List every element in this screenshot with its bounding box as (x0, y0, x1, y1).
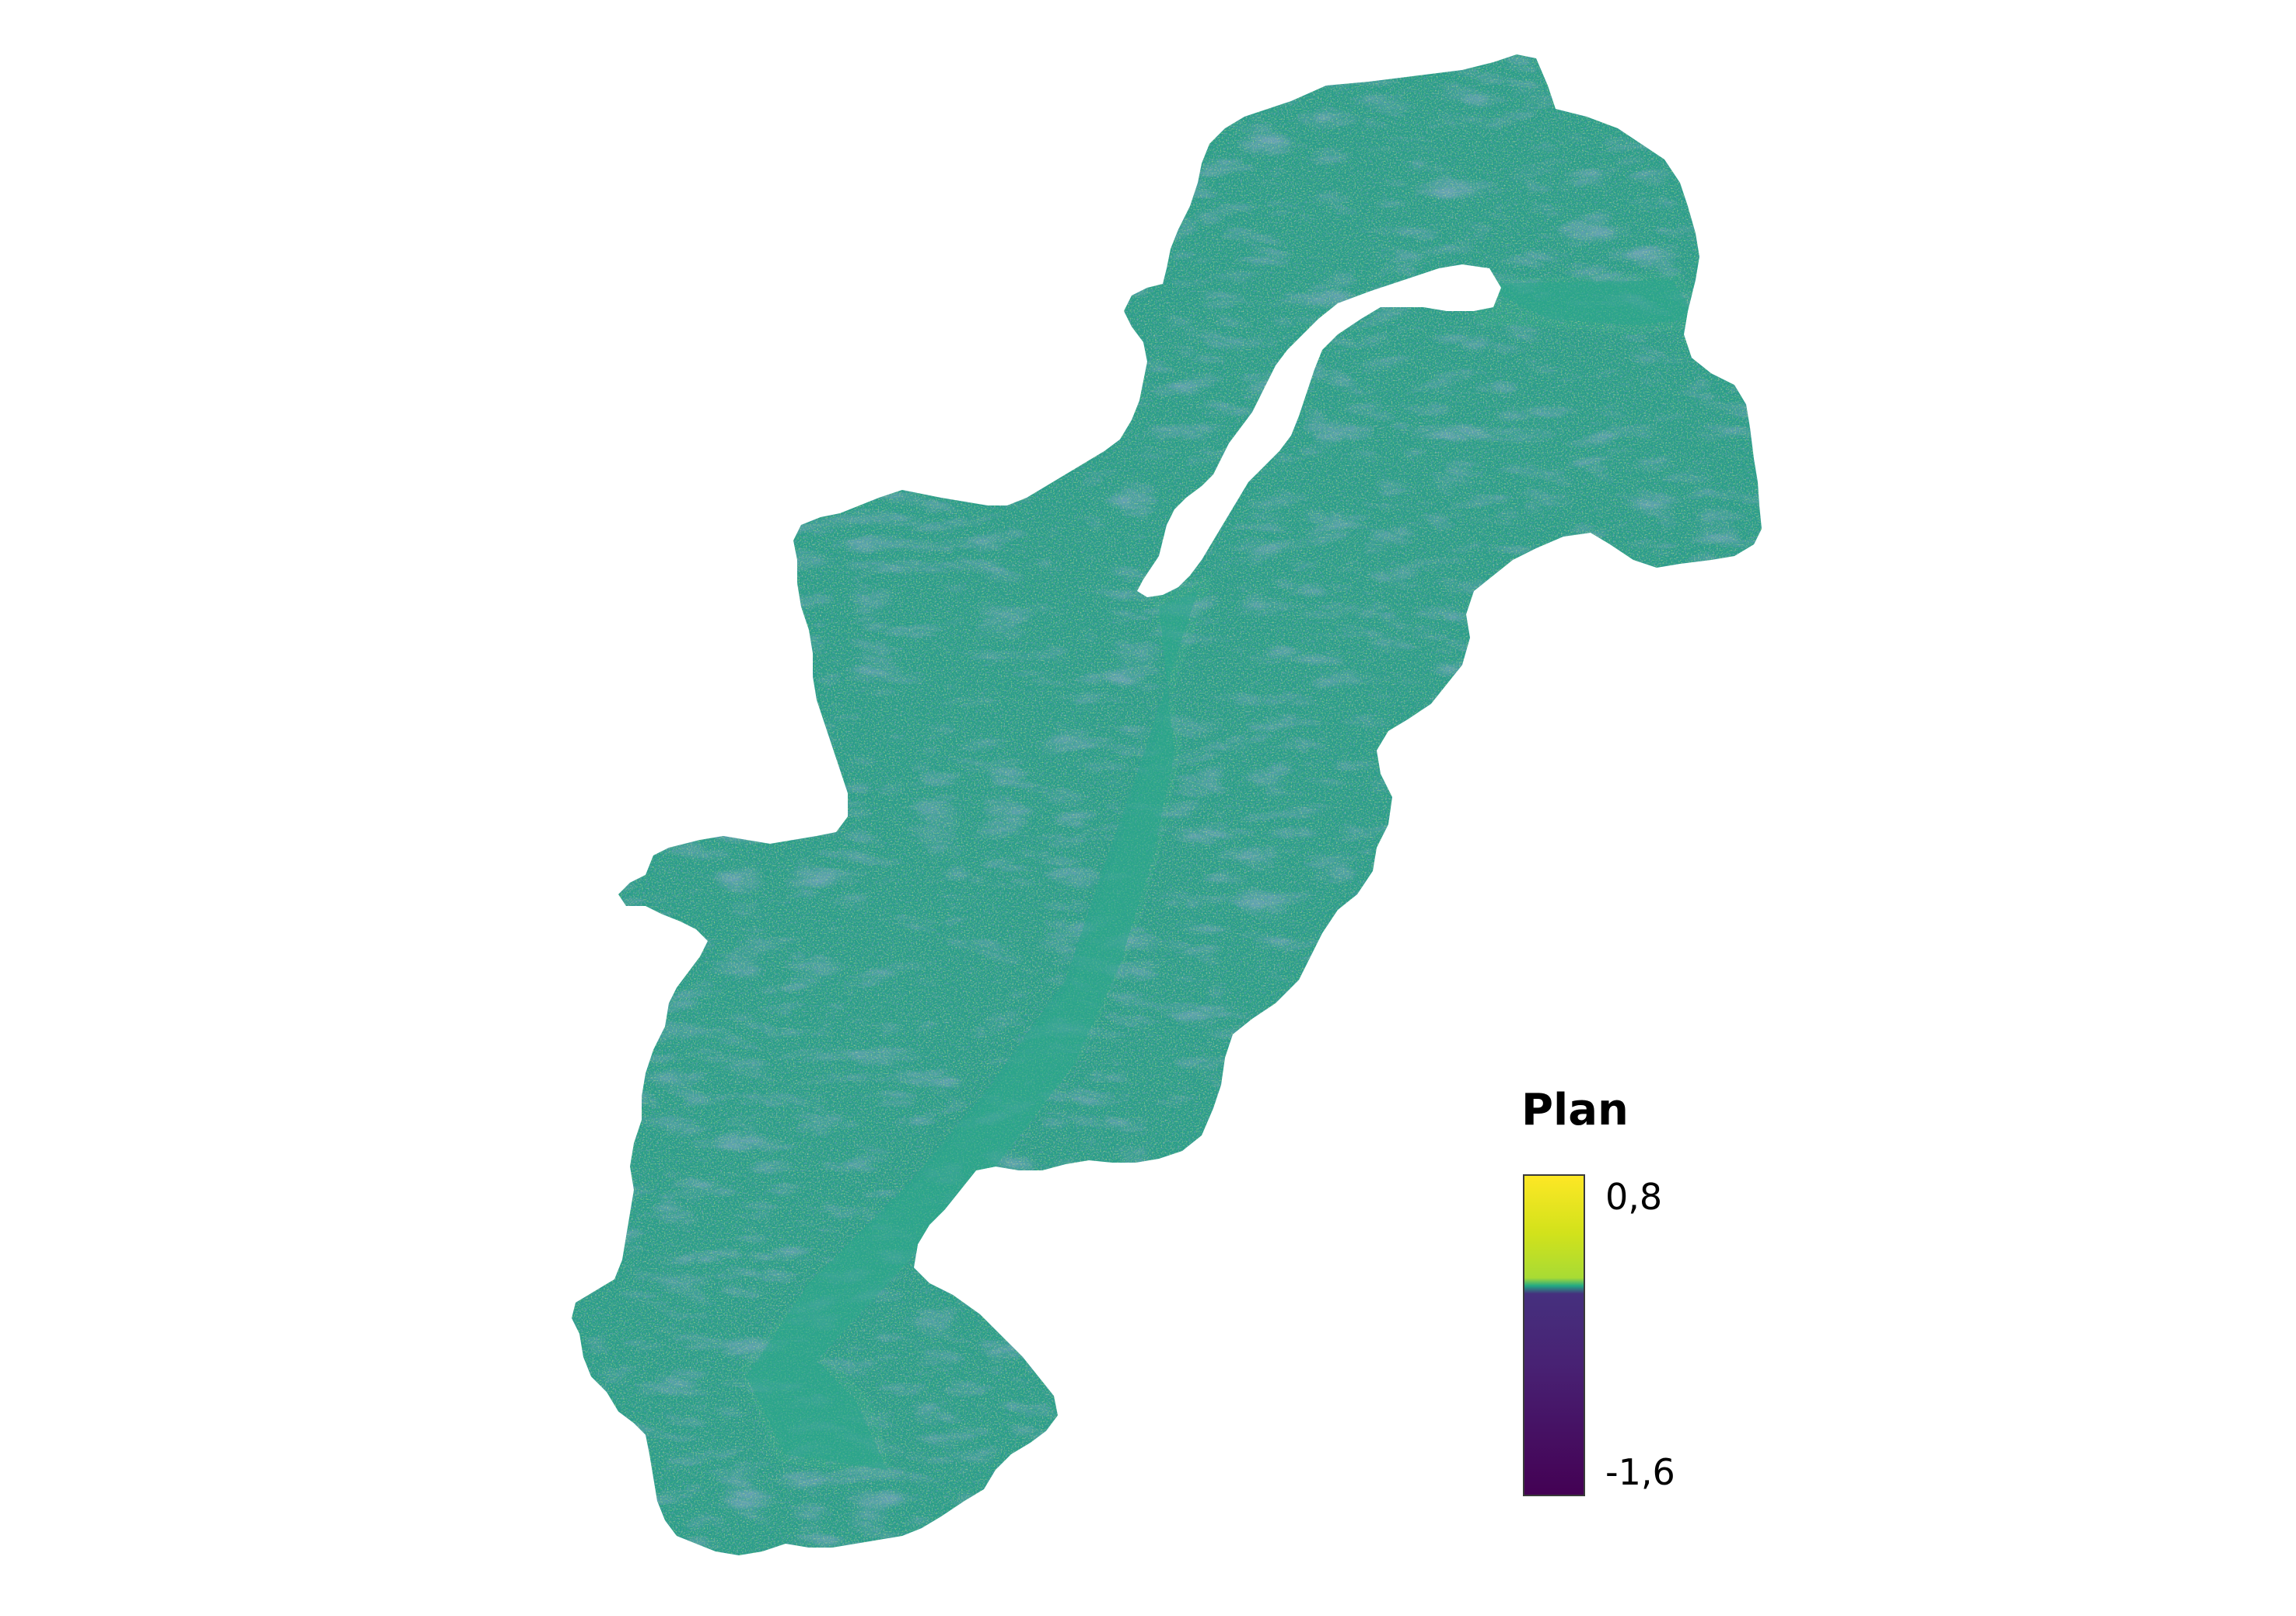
legend-min-label: -1,6 (1605, 1451, 1675, 1493)
legend-title: Plan (1521, 1085, 1629, 1135)
catchment-raster (572, 54, 1762, 1555)
legend-color-ramp (1523, 1174, 1585, 1496)
legend-max-label: 0,8 (1605, 1176, 1663, 1218)
lake (1137, 264, 1501, 597)
